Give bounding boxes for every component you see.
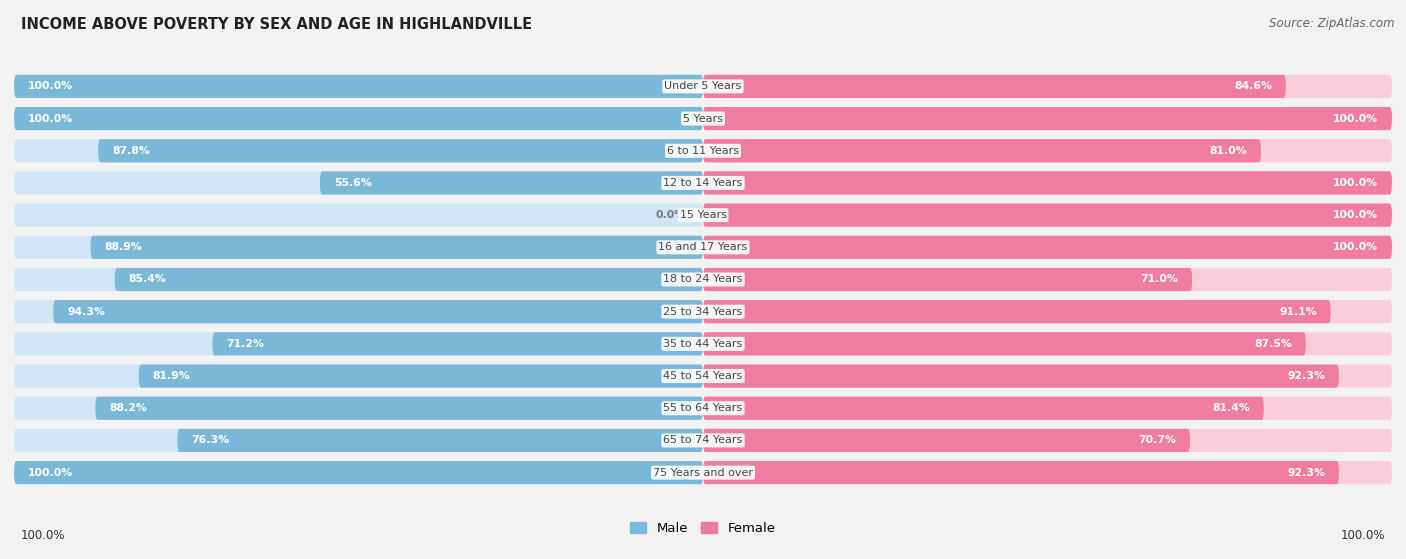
FancyBboxPatch shape [703, 429, 1189, 452]
Text: 87.8%: 87.8% [112, 146, 150, 156]
Text: 12 to 14 Years: 12 to 14 Years [664, 178, 742, 188]
Text: 100.0%: 100.0% [28, 468, 73, 477]
FancyBboxPatch shape [703, 203, 1392, 227]
FancyBboxPatch shape [703, 75, 1392, 98]
FancyBboxPatch shape [703, 332, 1392, 356]
Text: 100.0%: 100.0% [28, 82, 73, 91]
FancyBboxPatch shape [703, 397, 1392, 420]
Text: 84.6%: 84.6% [1234, 82, 1272, 91]
Text: 92.3%: 92.3% [1286, 371, 1324, 381]
FancyBboxPatch shape [14, 461, 703, 484]
Text: 94.3%: 94.3% [67, 307, 105, 317]
FancyBboxPatch shape [14, 461, 703, 484]
FancyBboxPatch shape [14, 203, 703, 227]
FancyBboxPatch shape [703, 203, 1392, 227]
FancyBboxPatch shape [14, 172, 703, 195]
FancyBboxPatch shape [14, 268, 703, 291]
Text: 81.4%: 81.4% [1212, 403, 1250, 413]
Legend: Male, Female: Male, Female [626, 517, 780, 541]
FancyBboxPatch shape [14, 139, 703, 162]
FancyBboxPatch shape [703, 107, 1392, 130]
FancyBboxPatch shape [14, 300, 703, 323]
Text: 88.2%: 88.2% [110, 403, 148, 413]
FancyBboxPatch shape [703, 397, 1264, 420]
FancyBboxPatch shape [14, 397, 703, 420]
FancyBboxPatch shape [53, 300, 703, 323]
FancyBboxPatch shape [703, 461, 1392, 484]
FancyBboxPatch shape [96, 397, 703, 420]
FancyBboxPatch shape [703, 139, 1392, 162]
Text: 18 to 24 Years: 18 to 24 Years [664, 274, 742, 285]
FancyBboxPatch shape [139, 364, 703, 387]
Text: 100.0%: 100.0% [1333, 242, 1378, 252]
Text: 81.9%: 81.9% [152, 371, 190, 381]
Text: Source: ZipAtlas.com: Source: ZipAtlas.com [1270, 17, 1395, 30]
Text: 0.0%: 0.0% [655, 210, 686, 220]
FancyBboxPatch shape [14, 107, 703, 130]
FancyBboxPatch shape [14, 107, 703, 130]
Text: 55 to 64 Years: 55 to 64 Years [664, 403, 742, 413]
Text: Under 5 Years: Under 5 Years [665, 82, 741, 91]
FancyBboxPatch shape [14, 364, 703, 387]
Text: 88.9%: 88.9% [104, 242, 142, 252]
FancyBboxPatch shape [14, 332, 703, 356]
FancyBboxPatch shape [703, 172, 1392, 195]
Text: 87.5%: 87.5% [1254, 339, 1292, 349]
Text: 70.7%: 70.7% [1139, 435, 1177, 446]
FancyBboxPatch shape [703, 236, 1392, 259]
FancyBboxPatch shape [703, 139, 1261, 162]
FancyBboxPatch shape [703, 107, 1392, 130]
Text: 55.6%: 55.6% [333, 178, 371, 188]
Text: 75 Years and over: 75 Years and over [652, 468, 754, 477]
Text: 100.0%: 100.0% [1333, 210, 1378, 220]
Text: 92.3%: 92.3% [1286, 468, 1324, 477]
Text: 15 Years: 15 Years [679, 210, 727, 220]
Text: 35 to 44 Years: 35 to 44 Years [664, 339, 742, 349]
Text: 6 to 11 Years: 6 to 11 Years [666, 146, 740, 156]
FancyBboxPatch shape [703, 236, 1392, 259]
FancyBboxPatch shape [703, 300, 1330, 323]
Text: 45 to 54 Years: 45 to 54 Years [664, 371, 742, 381]
FancyBboxPatch shape [98, 139, 703, 162]
Text: 25 to 34 Years: 25 to 34 Years [664, 307, 742, 317]
FancyBboxPatch shape [14, 75, 703, 98]
FancyBboxPatch shape [703, 364, 1339, 387]
FancyBboxPatch shape [14, 429, 703, 452]
FancyBboxPatch shape [14, 236, 703, 259]
FancyBboxPatch shape [703, 268, 1192, 291]
FancyBboxPatch shape [703, 75, 1286, 98]
Text: 16 and 17 Years: 16 and 17 Years [658, 242, 748, 252]
FancyBboxPatch shape [321, 172, 703, 195]
Text: 76.3%: 76.3% [191, 435, 229, 446]
Text: 100.0%: 100.0% [1340, 529, 1385, 542]
FancyBboxPatch shape [703, 461, 1339, 484]
Text: 71.2%: 71.2% [226, 339, 264, 349]
Text: 100.0%: 100.0% [1333, 178, 1378, 188]
Text: 81.0%: 81.0% [1209, 146, 1247, 156]
FancyBboxPatch shape [115, 268, 703, 291]
FancyBboxPatch shape [212, 332, 703, 356]
FancyBboxPatch shape [703, 172, 1392, 195]
Text: 100.0%: 100.0% [21, 529, 66, 542]
FancyBboxPatch shape [14, 75, 703, 98]
Text: 5 Years: 5 Years [683, 113, 723, 124]
Text: 71.0%: 71.0% [1140, 274, 1178, 285]
FancyBboxPatch shape [703, 364, 1392, 387]
FancyBboxPatch shape [703, 332, 1306, 356]
FancyBboxPatch shape [90, 236, 703, 259]
FancyBboxPatch shape [177, 429, 703, 452]
Text: 91.1%: 91.1% [1279, 307, 1317, 317]
FancyBboxPatch shape [703, 268, 1392, 291]
Text: 65 to 74 Years: 65 to 74 Years [664, 435, 742, 446]
FancyBboxPatch shape [703, 300, 1392, 323]
Text: 100.0%: 100.0% [1333, 113, 1378, 124]
Text: 85.4%: 85.4% [128, 274, 166, 285]
Text: 100.0%: 100.0% [28, 113, 73, 124]
Text: INCOME ABOVE POVERTY BY SEX AND AGE IN HIGHLANDVILLE: INCOME ABOVE POVERTY BY SEX AND AGE IN H… [21, 17, 533, 32]
FancyBboxPatch shape [703, 429, 1392, 452]
